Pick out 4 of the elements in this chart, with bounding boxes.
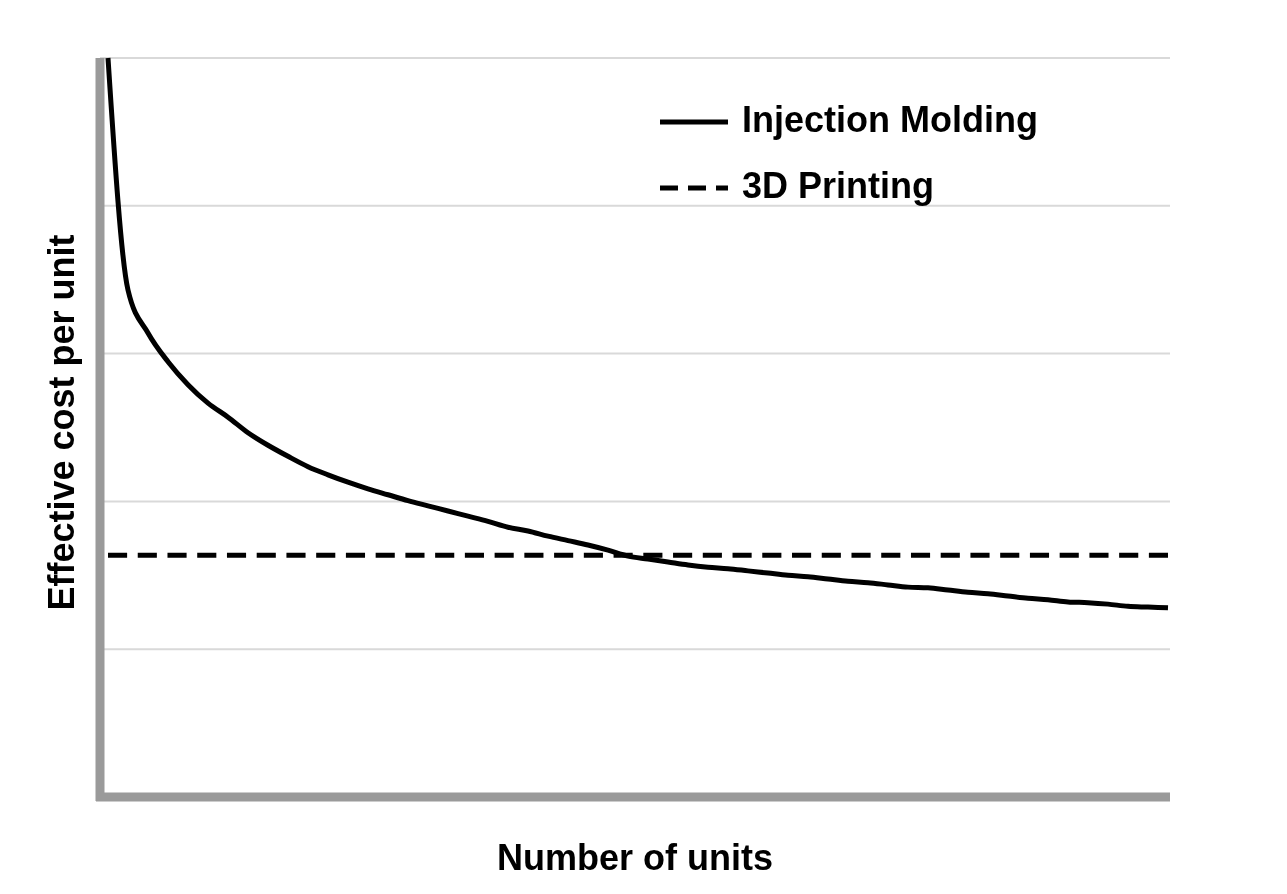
x-axis-title: Number of units (497, 837, 773, 878)
legend-label: Injection Molding (742, 98, 1038, 140)
legend-label: 3D Printing (742, 164, 935, 206)
y-axis-title: Effective cost per unit (41, 234, 82, 611)
